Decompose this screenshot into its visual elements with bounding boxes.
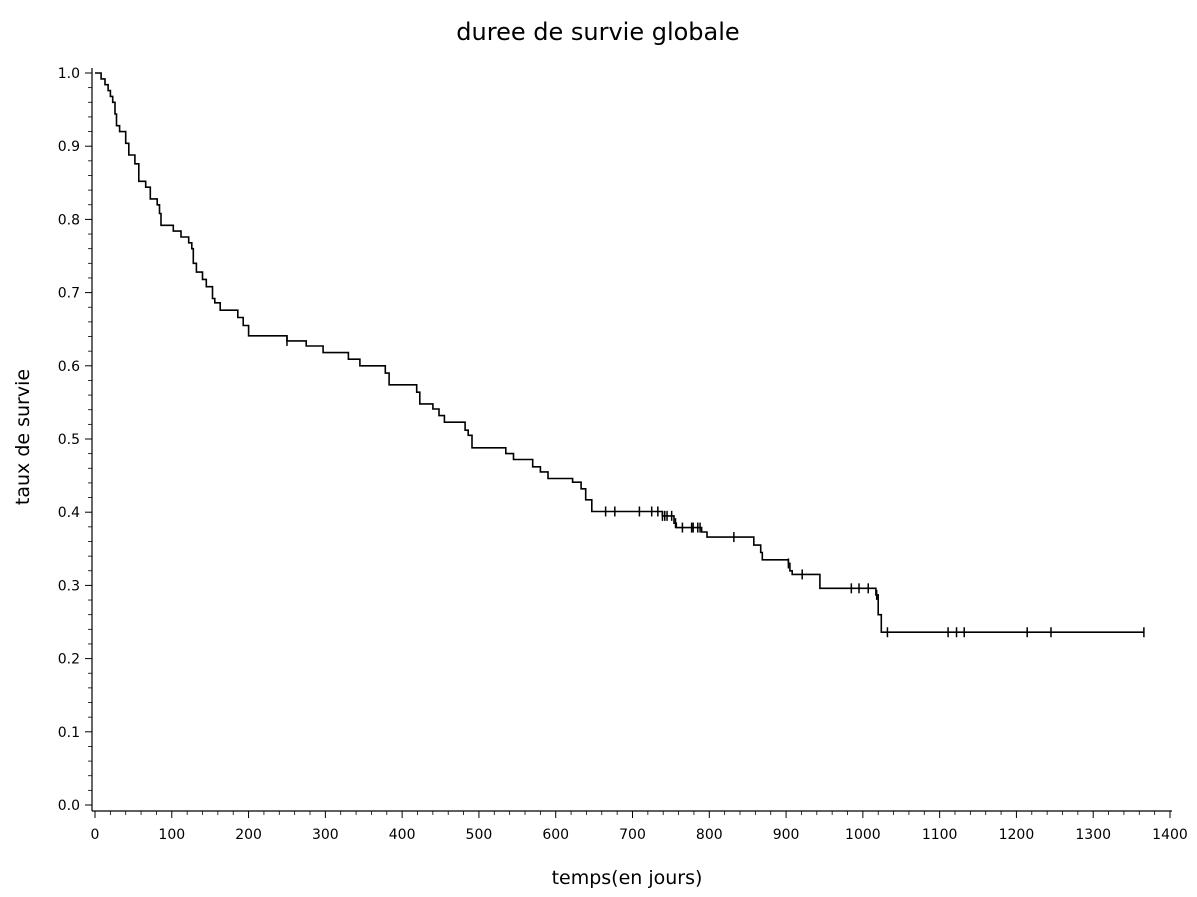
x-tick-label: 1200 [999, 827, 1035, 843]
x-axis-label: temps(en jours) [552, 867, 703, 889]
x-tick-label: 600 [542, 827, 569, 843]
x-tick-label: 200 [235, 827, 262, 843]
y-tick-label: 0.8 [58, 212, 80, 228]
x-axis-ticks: 0 100 200 300 400 500 600 700 800 900 1000 1100 1200… [91, 811, 1188, 843]
x-tick-label: 1100 [922, 827, 958, 843]
y-tick-label: 0.6 [58, 359, 80, 375]
y-tick-label: 0.3 [58, 578, 80, 594]
x-tick-label: 500 [466, 827, 493, 843]
y-tick-label: 0.4 [58, 505, 80, 521]
x-tick-label: 0 [91, 827, 100, 843]
x-tick-label: 1000 [845, 827, 881, 843]
y-tick-label: 0.2 [58, 652, 80, 668]
survival-curve [95, 72, 1144, 633]
y-axis-label: taux de survie [12, 369, 34, 505]
y-tick-label: 0.0 [58, 798, 80, 814]
survival-series [95, 72, 1145, 638]
chart-title: duree de survie globale [456, 18, 739, 46]
x-tick-label: 900 [773, 827, 800, 843]
x-tick-label: 1300 [1075, 827, 1111, 843]
x-tick-label: 700 [619, 827, 646, 843]
x-tick-label: 100 [158, 827, 185, 843]
y-tick-label: 0.5 [58, 432, 80, 448]
y-axis-ticks: 0.0 0.1 0.2 0.3 0.4 0.5 0.6 0.7 0.8 0.9 1.0 [58, 66, 92, 814]
y-tick-label: 0.7 [58, 286, 80, 302]
y-tick-label: 1.0 [58, 66, 80, 82]
x-tick-label: 300 [312, 827, 339, 843]
y-tick-label: 0.1 [58, 725, 80, 741]
x-tick-label: 400 [389, 827, 416, 843]
x-tick-label: 800 [696, 827, 723, 843]
x-tick-label: 1400 [1152, 827, 1188, 843]
y-tick-label: 0.9 [58, 139, 80, 155]
